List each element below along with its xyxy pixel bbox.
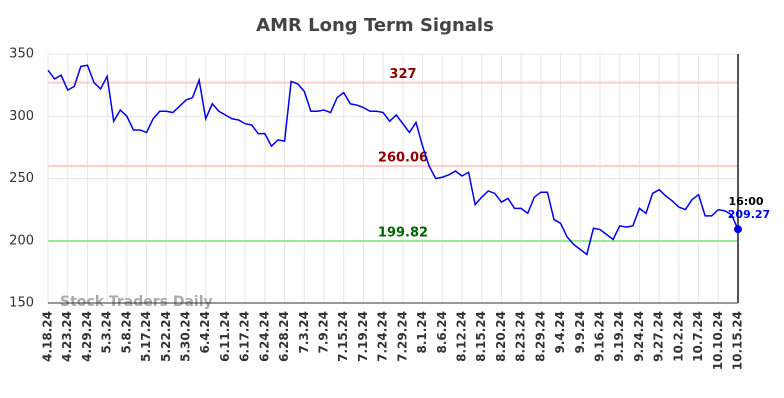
x-tick-label: 5.17.24 <box>139 311 153 362</box>
last-value: 209.27 <box>728 208 770 221</box>
x-tick-label: 10.10.24 <box>711 311 725 370</box>
x-tick-label: 7.19.24 <box>356 311 370 362</box>
level-label: 199.82 <box>378 225 428 240</box>
x-tick-label: 4.18.24 <box>41 311 55 362</box>
x-tick-label: 8.15.24 <box>474 311 488 362</box>
y-tick-label: 250 <box>9 171 34 186</box>
x-tick-label: 9.4.24 <box>553 311 567 354</box>
x-tick-label: 5.30.24 <box>179 311 193 362</box>
x-tick-label: 7.15.24 <box>336 311 350 362</box>
x-tick-label: 5.8.24 <box>119 311 133 354</box>
x-tick-label: 9.27.24 <box>652 311 666 362</box>
y-tick-label: 200 <box>9 233 34 248</box>
x-tick-label: 8.29.24 <box>533 311 547 362</box>
last-time: 16:00 <box>728 195 763 208</box>
x-tick-label: 9.19.24 <box>612 311 626 362</box>
x-tick-label: 8.1.24 <box>415 311 429 354</box>
x-tick-label: 6.28.24 <box>277 311 291 362</box>
chart-title: AMR Long Term Signals <box>256 15 494 36</box>
x-tick-label: 8.6.24 <box>435 311 449 354</box>
x-tick-label: 10.15.24 <box>731 311 745 370</box>
x-tick-label: 8.12.24 <box>455 311 469 362</box>
x-tick-label: 7.29.24 <box>395 311 409 362</box>
x-tick-label: 8.20.24 <box>494 311 508 362</box>
x-tick-label: 6.17.24 <box>238 311 252 362</box>
x-tick-label: 5.22.24 <box>159 311 173 362</box>
price-line <box>47 64 739 256</box>
x-tick-label: 6.4.24 <box>198 311 212 354</box>
x-tick-label: 7.3.24 <box>297 311 311 354</box>
x-tick-label: 4.29.24 <box>80 311 94 362</box>
x-tick-label: 6.24.24 <box>257 311 271 362</box>
x-tick-label: 10.7.24 <box>691 311 705 362</box>
y-tick-label: 350 <box>9 47 34 62</box>
x-tick-label: 8.23.24 <box>514 311 528 362</box>
x-tick-label: 4.23.24 <box>60 311 74 362</box>
x-tick-label: 5.3.24 <box>100 311 114 354</box>
level-label: 260.06 <box>378 150 428 165</box>
x-tick-label: 9.16.24 <box>593 311 607 362</box>
y-tick-label: 150 <box>9 296 34 311</box>
x-tick-label: 7.9.24 <box>317 311 331 354</box>
watermark: Stock Traders Daily <box>60 294 213 310</box>
level-label: 327 <box>389 67 416 82</box>
x-tick-label: 9.24.24 <box>632 311 646 362</box>
last-point <box>734 225 742 234</box>
x-tick-label: 6.11.24 <box>218 311 232 362</box>
x-tick-label: 10.2.24 <box>671 311 685 362</box>
x-tick-label: 9.9.24 <box>573 311 587 354</box>
y-tick-label: 300 <box>9 109 34 124</box>
x-tick-label: 7.24.24 <box>376 311 390 362</box>
